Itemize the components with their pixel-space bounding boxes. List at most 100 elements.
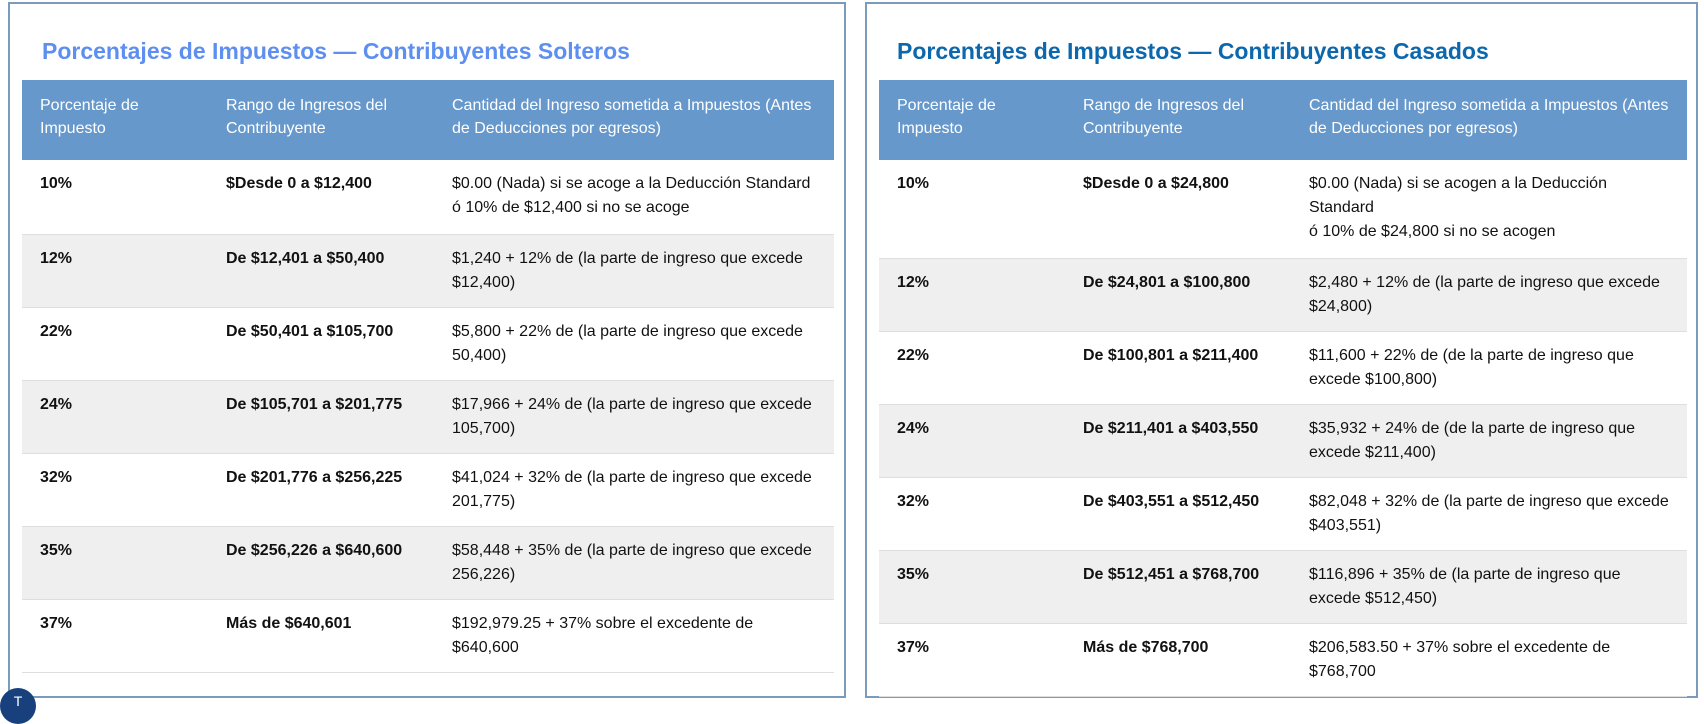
rate-cell: 32% [879,478,1065,551]
amount-cell: $5,800 + 22% de (la parte de ingreso que… [434,308,834,381]
table-row: 37% Más de $768,700 $206,583.50 + 37% sobr… [879,624,1687,697]
table-row: 24% De $105,701 a $201,775 $17,966 + 24% d… [22,380,834,454]
amount-cell-text: $17,966 + 24% de (la parte de ingreso qu… [452,396,812,437]
header-range: Rango de Ingresos del Contribuyente [208,80,434,160]
rate-cell: 32% [22,454,208,527]
header-rate: Porcentaje de Impuesto [879,80,1065,160]
table-row: 12% De $24,801 a $100,800 $2,480 + 12% de … [879,258,1687,332]
table-row: 35% De $256,226 a $640,600 $58,448 + 35% d… [22,526,834,600]
amount-cell-text: $116,896 + 35% de (la parte de ingreso q… [1309,566,1621,607]
amount-cell-text: $206,583.50 + 37% sobre el excedente de … [1309,639,1611,680]
rate-cell-text: 10% [40,175,73,192]
rate-cell-text: 32% [897,493,930,510]
amount-cell-text: $5,800 + 22% de (la parte de ingreso que… [452,323,803,364]
table-row: 10% $Desde 0 a $24,800 $0.00 (Nada) si se … [879,160,1687,259]
rate-cell-text: 37% [897,639,930,656]
range-cell: De $100,801 a $211,400 [1065,332,1291,405]
amount-cell: $17,966 + 24% de (la parte de ingreso qu… [434,381,834,454]
amount-cell-text: $1,240 + 12% de (la parte de ingreso que… [452,250,803,291]
range-cell: Más de $640,601 [208,600,434,673]
rate-cell: 37% [22,600,208,673]
header-amount: Cantidad del Ingreso sometida a Impuesto… [1291,80,1687,160]
range-cell: De $211,401 a $403,550 [1065,405,1291,478]
rate-cell-text: 10% [897,175,930,192]
rate-cell: 10% [879,160,1065,259]
singles-tax-panel: Porcentajes de Impuestos — Contribuyente… [0,2,846,724]
amount-cell-text: $192,979.25 + 37% sobre el excedente de … [452,615,754,656]
table-row: 32% De $403,551 a $512,450 $82,048 + 32% d… [879,478,1687,551]
table-row: 22% De $50,401 a $105,700 $5,800 + 22% de … [22,308,834,381]
table-row: 32% De $201,776 a $256,225 $41,024 + 32% d… [22,454,834,527]
amount-cell-text: $0.00 (Nada) si se acogen a la Deducción… [1309,175,1607,216]
table-header-row: Porcentaje de Impuesto Rango de Ingresos… [22,80,834,160]
amount-cell-text: $11,600 + 22% de (de la parte de ingreso… [1309,347,1634,388]
range-cell: De $201,776 a $256,225 [208,454,434,527]
range-cell-text: De $201,776 a $256,225 [226,469,403,486]
amount-cell: $35,932 + 24% de (de la parte de ingreso… [1291,405,1687,478]
range-cell-text: De $105,701 a $201,775 [226,396,403,413]
rate-cell: 35% [879,551,1065,624]
rate-cell-text: 22% [40,323,73,340]
range-cell: De $50,401 a $105,700 [208,308,434,381]
range-cell-text: De $256,226 a $640,600 [226,542,403,559]
range-cell: De $24,801 a $100,800 [1065,259,1291,332]
amount-alt-text: ó 10% de $12,400 si no se acoge [452,199,690,216]
range-cell: De $105,701 a $201,775 [208,381,434,454]
amount-cell-text: $35,932 + 24% de (de la parte de ingreso… [1309,420,1636,461]
amount-cell-text: $41,024 + 32% de (la parte de ingreso qu… [452,469,812,510]
rate-cell: 12% [879,259,1065,332]
range-cell-text: $Desde 0 a $24,800 [1083,175,1229,192]
amount-cell-text: $82,048 + 32% de (la parte de ingreso qu… [1309,493,1669,534]
rate-cell-text: 37% [40,615,73,632]
amount-cell-text: $58,448 + 35% de (la parte de ingreso qu… [452,542,812,583]
amount-cell: $82,048 + 32% de (la parte de ingreso qu… [1291,478,1687,551]
table-header-row: Porcentaje de Impuesto Rango de Ingresos… [879,80,1687,160]
rate-cell-text: 12% [897,274,930,291]
range-cell-text: De $211,401 a $403,550 [1083,420,1259,437]
amount-cell: $116,896 + 35% de (la parte de ingreso q… [1291,551,1687,624]
table-row: 24% De $211,401 a $403,550 $35,932 + 24% d… [879,404,1687,478]
header-amount: Cantidad del Ingreso sometida a Impuesto… [434,80,834,160]
range-cell-text: De $50,401 a $105,700 [226,323,394,340]
range-cell-text: De $24,801 a $100,800 [1083,274,1251,291]
panel-title: Porcentajes de Impuestos — Contribuyente… [897,38,1489,64]
rate-cell: 22% [22,308,208,381]
range-cell: De $12,401 a $50,400 [208,235,434,308]
range-cell-text: De $100,801 a $211,400 [1083,347,1259,364]
range-cell-text: Más de $640,601 [226,615,352,632]
rate-cell: 37% [879,624,1065,697]
table-row: 12% De $12,401 a $50,400 $1,240 + 12% de (… [22,234,834,308]
amount-cell: $58,448 + 35% de (la parte de ingreso qu… [434,527,834,600]
range-cell: $Desde 0 a $24,800 [1065,160,1291,259]
rate-cell: 24% [879,405,1065,478]
rate-cell: 10% [22,160,208,235]
table-row: 10% $Desde 0 a $12,400 $0.00 (Nada) si se … [22,160,834,235]
header-range: Rango de Ingresos del Contribuyente [1065,80,1291,160]
range-cell-text: Más de $768,700 [1083,639,1209,656]
amount-cell-text: $0.00 (Nada) si se acoge a la Deducción … [452,175,811,192]
rate-cell: 22% [879,332,1065,405]
amount-alt-text: ó 10% de $24,800 si no se acogen [1309,223,1556,240]
table-row: 37% Más de $640,601 $192,979.25 + 37% sobr… [22,600,834,673]
range-cell: De $256,226 a $640,600 [208,527,434,600]
range-cell-text: De $12,401 a $50,400 [226,250,385,267]
range-cell-text: De $512,451 a $768,700 [1083,566,1260,583]
range-cell: De $403,551 a $512,450 [1065,478,1291,551]
range-cell: De $512,451 a $768,700 [1065,551,1291,624]
rate-cell-text: 24% [897,420,930,437]
rate-cell-text: 35% [897,566,930,583]
logo-icon: T [0,688,36,724]
range-cell-text: De $403,551 a $512,450 [1083,493,1260,510]
singles-tax-table: Porcentaje de Impuesto Rango de Ingresos… [22,80,834,673]
header-rate: Porcentaje de Impuesto [22,80,208,160]
table-row: 22% De $100,801 a $211,400 $11,600 + 22% d… [879,332,1687,405]
rate-cell-text: 24% [40,396,73,413]
panel-title: Porcentajes de Impuestos — Contribuyente… [42,38,630,64]
amount-cell: $0.00 (Nada) si se acogen a la Deducción… [1291,160,1687,259]
married-tax-panel: Porcentajes de Impuestos — Contribuyente… [865,2,1698,698]
amount-cell-text: $2,480 + 12% de (la parte de ingreso que… [1309,274,1660,315]
range-cell-text: $Desde 0 a $12,400 [226,175,372,192]
amount-cell: $11,600 + 22% de (de la parte de ingreso… [1291,332,1687,405]
rate-cell: 24% [22,381,208,454]
rate-cell-text: 32% [40,469,73,486]
